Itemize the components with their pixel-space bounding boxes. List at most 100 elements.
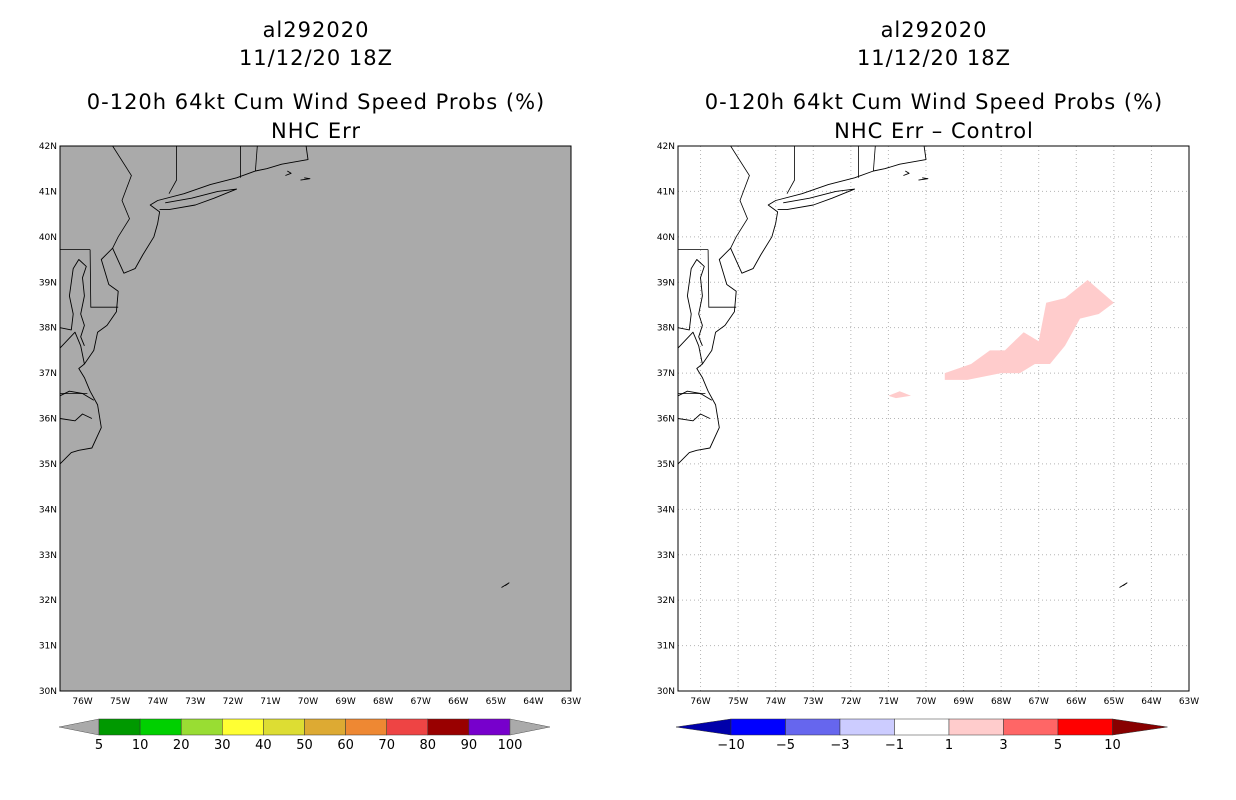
colorbar-segment [98, 718, 141, 736]
right-storm-id: al292020 [880, 18, 988, 42]
coastline [677, 331, 703, 365]
coastline [59, 259, 87, 346]
colorbar-segment [386, 718, 429, 736]
colorbar-label: 90 [461, 738, 478, 753]
left-product-title: 0-120h 64kt Cum Wind Speed Probs (%) [86, 90, 546, 114]
colorbar-label: −3 [830, 738, 849, 753]
lon-tick-label: 74W [148, 697, 168, 707]
lon-tick-label: 74W [766, 697, 786, 707]
probability-difference-area [944, 280, 1114, 380]
left-storm-id: al292020 [262, 18, 370, 42]
left-map-panel: 42N 41N 40N 39N 38N 37N 36N 35N 34N 33N 32N 31N 30N 7… [39, 142, 581, 707]
colorbar-label: −1 [885, 738, 904, 753]
lat-tick-label: 41N [657, 187, 675, 197]
colorbar-segment [894, 718, 950, 736]
colorbar-high-end [509, 718, 551, 736]
lat-tick-label: 40N [39, 233, 57, 243]
right-subtitle: NHC Err – Control [834, 119, 1034, 143]
probability-difference-area [888, 391, 911, 399]
coastline [501, 582, 510, 588]
coastline [59, 145, 309, 465]
colorbar-label: 3 [999, 738, 1007, 753]
colorbar-label: 5 [1054, 738, 1062, 753]
colorbar-segment [222, 718, 264, 736]
lon-tick-label: 68W [373, 697, 393, 707]
lat-tick-label: 30N [657, 687, 675, 697]
colorbar-label: 40 [255, 738, 272, 753]
lat-tick-label: 40N [657, 233, 675, 243]
lat-tick-label: 36N [39, 415, 57, 425]
right-map-panel: 42N 41N 40N 39N 38N 37N 36N 35N 34N 33N 32N 31N 30N 7… [657, 142, 1199, 707]
coastline [677, 413, 711, 422]
lat-tick-label: 37N [39, 369, 57, 379]
lon-tick-label: 64W [1141, 697, 1161, 707]
colorbar-label: 10 [132, 738, 149, 753]
lon-tick-label: 63W [1179, 697, 1199, 707]
colorbar-label: 60 [337, 738, 354, 753]
colorbar-segment [468, 718, 511, 736]
lon-tick-label: 65W [1104, 697, 1124, 707]
colorbar-label: 100 [498, 738, 523, 753]
colorbar-label: 70 [378, 738, 395, 753]
coastline [59, 413, 93, 422]
coastline [1119, 582, 1128, 588]
colorbar-segment [427, 718, 470, 736]
right-product-title: 0-120h 64kt Cum Wind Speed Probs (%) [704, 90, 1164, 114]
lon-tick-label: 66W [448, 697, 468, 707]
state-border [786, 146, 795, 194]
colorbar-segment [1057, 718, 1113, 736]
left-datetime: 11/12/20 18Z [238, 46, 394, 70]
coastline [300, 177, 311, 181]
lon-tick-label: 69W [335, 697, 355, 707]
lon-tick-label: 76W [72, 697, 92, 707]
colorbar-label: 5 [95, 738, 103, 753]
lon-tick-label: 72W [841, 697, 861, 707]
state-border [89, 249, 119, 308]
colorbar-low-end [675, 718, 732, 736]
colorbar-segment [345, 718, 387, 736]
lat-tick-label: 38N [657, 324, 675, 334]
lat-tick-label: 37N [657, 369, 675, 379]
coastline [285, 170, 292, 176]
lon-tick-label: 63W [561, 697, 581, 707]
left-map-background [60, 146, 571, 691]
colorbar-label: 30 [214, 738, 231, 753]
lon-tick-label: 72W [223, 697, 243, 707]
lon-tick-label: 70W [916, 697, 936, 707]
lon-tick-label: 71W [260, 697, 280, 707]
colorbar-label: 10 [1104, 738, 1121, 753]
lon-tick-label: 73W [803, 697, 823, 707]
state-border [112, 145, 132, 249]
colorbar-label: −5 [776, 738, 795, 753]
coastline [59, 331, 85, 365]
lat-tick-label: 32N [39, 596, 57, 606]
right-map-background [678, 146, 1189, 691]
state-border [873, 145, 876, 172]
lat-tick-label: 42N [39, 142, 57, 152]
colorbar-label: −10 [717, 738, 744, 753]
colorbar-label: 20 [173, 738, 190, 753]
coastline [777, 188, 856, 211]
lat-tick-label: 31N [657, 642, 675, 652]
right-datetime: 11/12/20 18Z [856, 46, 1012, 70]
lat-tick-label: 34N [657, 505, 675, 515]
lat-tick-label: 33N [657, 551, 675, 561]
colorbar-segment [263, 718, 305, 736]
lon-tick-label: 69W [953, 697, 973, 707]
colorbar-label: 50 [296, 738, 313, 753]
colorbar-segment [304, 718, 346, 736]
colorbar-segment [785, 718, 841, 736]
colorbar-segment [948, 718, 1004, 736]
left-subtitle: NHC Err [270, 119, 361, 143]
right-map-frame [677, 145, 1190, 692]
lon-tick-label: 64W [523, 697, 543, 707]
lat-tick-label: 41N [39, 187, 57, 197]
lon-tick-label: 65W [486, 697, 506, 707]
state-border [255, 145, 258, 172]
lat-tick-label: 39N [657, 278, 675, 288]
lon-tick-label: 75W [110, 697, 130, 707]
colorbar-segment [180, 718, 223, 736]
state-border [707, 249, 737, 308]
colorbar-segment [730, 718, 786, 736]
lat-tick-label: 35N [39, 460, 57, 470]
